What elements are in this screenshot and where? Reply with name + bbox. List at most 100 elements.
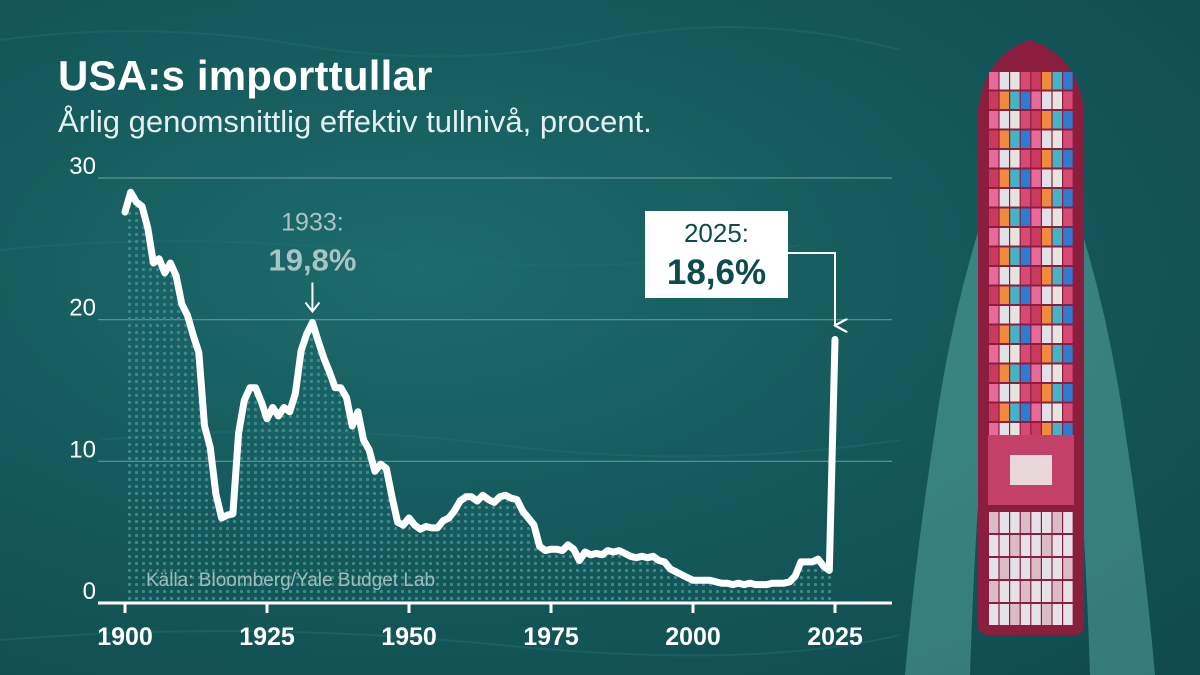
container-block [1020,267,1031,285]
container-block [1010,72,1020,90]
x-tick-label: 2000 [665,623,721,651]
annotation-1933-value: 19,8% [268,243,356,278]
container-block [1031,325,1041,343]
container-block [1031,247,1041,265]
y-tick-label: 30 [69,153,96,180]
container-block [1020,364,1031,382]
container-block [1052,306,1062,324]
container-block [1010,581,1020,602]
container-block [1042,345,1052,363]
container-block [1052,604,1062,625]
container-block [989,403,999,421]
container-block [1020,228,1031,246]
container-block [1010,91,1020,109]
container-block [1010,111,1020,129]
container-block [1063,345,1073,363]
container-block [1020,423,1031,441]
container-block [1063,130,1073,148]
container-block [1020,111,1031,129]
container-block [1052,208,1062,226]
container-block [989,208,999,226]
x-tick-label: 1900 [97,623,153,651]
container-block [989,189,999,207]
annotation-2025-year: 2025: [684,218,749,248]
container-block [1020,306,1031,324]
container-block [1063,286,1073,304]
container-block [989,423,999,441]
container-block [1031,130,1041,148]
container-block [1020,581,1031,602]
container-block [1042,189,1052,207]
container-block [1052,267,1062,285]
container-block [1010,286,1020,304]
container-block [1063,604,1073,625]
container-block [1010,169,1020,187]
container-block [1031,423,1041,441]
container-block [999,423,1009,441]
container-block [1020,325,1031,343]
container-block [1052,423,1062,441]
container-block [999,364,1009,382]
container-block [1010,364,1020,382]
container-block [1031,512,1041,533]
container-block [1063,403,1073,421]
container-block [1031,535,1041,556]
container-block [989,581,999,602]
container-block [1020,130,1031,148]
container-block [1052,228,1062,246]
container-block [989,150,999,168]
container-block [1042,364,1052,382]
container-block [1020,91,1031,109]
container-block [1010,535,1020,556]
container-block [989,384,999,402]
container-block [1010,403,1020,421]
container-block [999,111,1009,129]
container-block [1063,189,1073,207]
container-block [1020,384,1031,402]
container-block [989,286,999,304]
container-ship-icon [905,40,1155,675]
container-block [1020,286,1031,304]
container-block [1042,72,1052,90]
container-block [1020,247,1031,265]
container-block [999,189,1009,207]
container-block [1052,325,1062,343]
container-block [1063,558,1073,579]
container-block [1031,150,1041,168]
container-block [1031,91,1041,109]
container-block [1052,512,1062,533]
container-block [1063,247,1073,265]
container-block [1063,267,1073,285]
container-block [1010,267,1020,285]
container-block [1042,403,1052,421]
container-block [999,286,1009,304]
y-tick-label: 10 [69,436,96,463]
container-block [989,169,999,187]
container-block [1063,169,1073,187]
container-block [1042,228,1052,246]
container-block [1031,581,1041,602]
container-block [989,267,999,285]
x-tick-label: 1950 [381,623,437,651]
container-block [999,228,1009,246]
container-block [989,512,999,533]
container-block [1020,345,1031,363]
container-block [1031,384,1041,402]
container-block [1063,306,1073,324]
container-block [1031,306,1041,324]
container-block [999,306,1009,324]
container-block [1042,130,1052,148]
container-block [1052,558,1062,579]
container-block [1010,512,1020,533]
container-block [1031,558,1041,579]
container-block [989,364,999,382]
series-line [121,188,839,589]
container-block [999,91,1009,109]
container-block [1010,325,1020,343]
container-block [1052,247,1062,265]
container-block [1031,403,1041,421]
container-block [999,325,1009,343]
container-block [989,111,999,129]
annotation-1933-year: 1933: [281,209,344,237]
